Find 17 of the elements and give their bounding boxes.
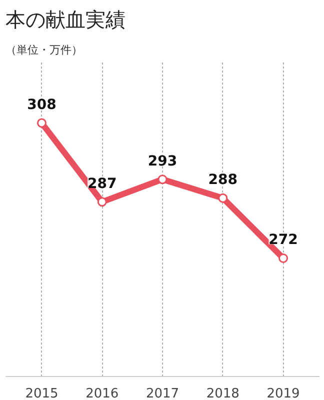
point	[278, 253, 288, 263]
x-tick-label: 2018	[206, 386, 240, 400]
x-tick-label: 2015	[25, 386, 58, 400]
data-label: 293	[148, 153, 178, 170]
x-tick-label: 2019	[266, 386, 300, 400]
point	[36, 118, 46, 128]
data-label: 272	[268, 232, 298, 248]
x-tick-label: 2017	[146, 386, 180, 400]
point	[218, 193, 228, 203]
chart-title: 本の献血実績	[6, 8, 126, 32]
point	[97, 197, 107, 207]
data-label: 308	[27, 97, 56, 114]
chart-subtitle: （単位・万件）	[6, 44, 82, 56]
x-tick-label: 2016	[86, 386, 119, 400]
data-label: 288	[208, 172, 238, 188]
point	[158, 174, 168, 184]
data-label: 287	[88, 176, 117, 192]
